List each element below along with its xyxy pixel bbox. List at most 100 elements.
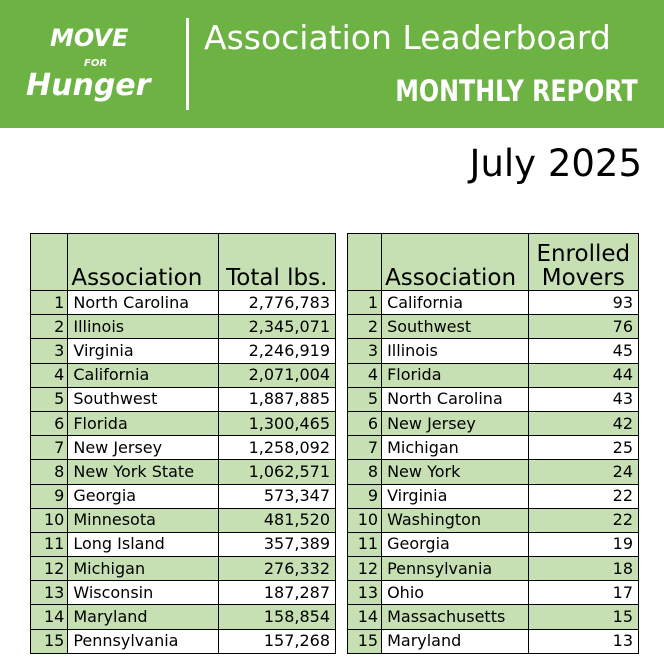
title: Association Leaderboard	[204, 18, 611, 57]
association: Washington	[381, 507, 529, 533]
rank: 13	[346, 580, 383, 606]
column-header	[346, 233, 383, 291]
association: Illinois	[67, 314, 219, 340]
rank: 14	[346, 604, 383, 630]
rank: 6	[346, 410, 383, 437]
association: Virginia	[381, 483, 529, 509]
table-row: 4 California 2,071,004	[29, 362, 337, 388]
column-header: Association	[67, 233, 219, 291]
value: 76	[527, 314, 640, 340]
value: 24	[527, 459, 640, 485]
table-row: 7 Michigan 25	[346, 435, 640, 461]
association: New York State	[67, 459, 219, 485]
association: California	[67, 362, 219, 388]
table-row: 14 Massachusetts 15	[346, 604, 640, 630]
table-row: 1 California 93	[346, 289, 640, 316]
logo: MOVE FOR Hunger	[22, 18, 172, 108]
value: 22	[527, 507, 640, 533]
report-date: July 2025	[469, 142, 642, 185]
value: 1,887,885	[217, 386, 337, 412]
table-row: 14 Maryland 158,854	[29, 604, 337, 630]
divider	[186, 18, 189, 110]
rank: 5	[29, 386, 69, 412]
rank: 11	[29, 531, 69, 558]
association: North Carolina	[67, 289, 219, 316]
leaderboard-table: Association Total lbs. 1 North Carolina 2,77…	[29, 233, 337, 654]
rank: 4	[346, 362, 383, 388]
value: 18	[527, 556, 640, 582]
rank: 8	[29, 459, 69, 485]
association: Florida	[381, 362, 529, 388]
rank: 10	[29, 507, 69, 533]
rank: 14	[29, 604, 69, 630]
table-row: 2 Illinois 2,345,071	[29, 314, 337, 340]
column-header: Enrolled Movers	[527, 233, 640, 291]
table-row: 15 Maryland 13	[346, 628, 640, 654]
header-row: Association Total lbs.	[29, 233, 337, 291]
value: 276,332	[217, 556, 337, 582]
rank: 13	[29, 580, 69, 606]
rank: 3	[29, 338, 69, 364]
table-row: 13 Ohio 17	[346, 580, 640, 606]
table-row: 3 Virginia 2,246,919	[29, 338, 337, 364]
table-row: 8 New York 24	[346, 459, 640, 485]
value: 42	[527, 410, 640, 437]
association: Wisconsin	[67, 580, 219, 606]
association: New York	[381, 459, 529, 485]
value: 187,287	[217, 580, 337, 606]
header-row: Association Enrolled Movers	[346, 233, 640, 291]
column-header: Total lbs.	[217, 233, 337, 291]
value: 1,062,571	[217, 459, 337, 485]
table-row: 15 Pennsylvania 157,268	[29, 628, 337, 654]
association: Maryland	[67, 604, 219, 630]
value: 158,854	[217, 604, 337, 630]
association: Georgia	[67, 483, 219, 509]
association: Maryland	[381, 628, 529, 654]
table-row: 8 New York State 1,062,571	[29, 459, 337, 485]
association: Illinois	[381, 338, 529, 364]
rank: 12	[346, 556, 383, 582]
value: 93	[527, 289, 640, 316]
table-row: 13 Wisconsin 187,287	[29, 580, 337, 606]
table-row: 3 Illinois 45	[346, 338, 640, 364]
rank: 15	[346, 628, 383, 654]
subtitle: MONTHLY REPORT	[395, 74, 638, 108]
association: Pennsylvania	[67, 628, 219, 654]
rank: 11	[346, 531, 383, 558]
value: 2,776,783	[217, 289, 337, 316]
table-row: 7 New Jersey 1,258,092	[29, 435, 337, 461]
association: Florida	[67, 410, 219, 437]
table-row: 9 Georgia 573,347	[29, 483, 337, 509]
value: 2,345,071	[217, 314, 337, 340]
value: 573,347	[217, 483, 337, 509]
value: 19	[527, 531, 640, 558]
association: California	[381, 289, 529, 316]
table-row: 2 Southwest 76	[346, 314, 640, 340]
value: 17	[527, 580, 640, 606]
rank: 3	[346, 338, 383, 364]
association: Ohio	[381, 580, 529, 606]
table-row: 6 Florida 1,300,465	[29, 410, 337, 437]
rank: 2	[346, 314, 383, 340]
table-row: 12 Pennsylvania 18	[346, 556, 640, 582]
value: 2,246,919	[217, 338, 337, 364]
logo-text: FOR	[84, 58, 108, 69]
value: 22	[527, 483, 640, 509]
column-header: Association	[381, 233, 529, 291]
rank: 10	[346, 507, 383, 533]
association: Michigan	[67, 556, 219, 582]
value: 357,389	[217, 531, 337, 558]
header-banner: MOVE FOR Hunger Association Leaderboard …	[0, 0, 664, 128]
table-row: 5 North Carolina 43	[346, 386, 640, 412]
value: 13	[527, 628, 640, 654]
association: New Jersey	[67, 435, 219, 461]
value: 45	[527, 338, 640, 364]
value: 15	[527, 604, 640, 630]
logo-text: Hunger	[26, 68, 151, 103]
association: Georgia	[381, 531, 529, 558]
table-row: 10 Washington 22	[346, 507, 640, 533]
table-row: 11 Long Island 357,389	[29, 531, 337, 558]
rank: 7	[346, 435, 383, 461]
rank: 12	[29, 556, 69, 582]
